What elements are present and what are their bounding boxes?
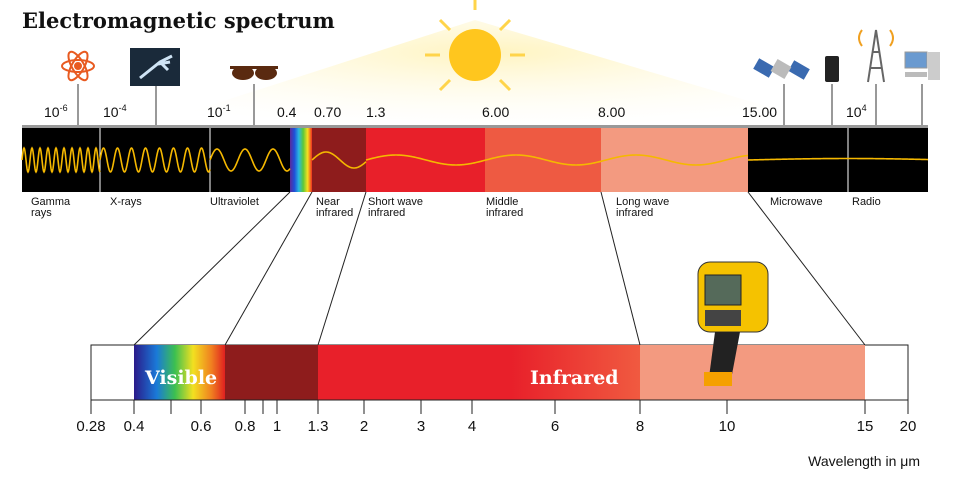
scale-base: 10 xyxy=(44,104,60,120)
scale-exponent: 4 xyxy=(862,103,867,113)
band-label: Radio xyxy=(852,196,881,208)
tick-label: 0.8 xyxy=(235,418,256,435)
tick-label: 10 xyxy=(719,418,736,435)
zoom-lines xyxy=(133,191,866,346)
tick-label: 1.3 xyxy=(308,418,329,435)
scale-label: 15.00 xyxy=(742,104,777,120)
band-label: Near infrared xyxy=(316,196,353,219)
tick-label: 3 xyxy=(417,418,425,435)
xray-icon xyxy=(130,48,180,86)
tick-label: 6 xyxy=(551,418,559,435)
wave xyxy=(21,146,929,174)
zoom-bar xyxy=(90,344,909,401)
band-label: Ultraviolet xyxy=(210,196,259,208)
tick-label: 0.4 xyxy=(124,418,145,435)
tick-label: 15 xyxy=(857,418,874,435)
tick-label: 0.6 xyxy=(191,418,212,435)
title: Electromagnetic spectrum xyxy=(22,8,335,33)
tick-label: 4 xyxy=(468,418,476,435)
tower-icon xyxy=(858,29,894,83)
infrared-label: Infrared xyxy=(530,367,619,389)
scale-label: 1.3 xyxy=(366,104,386,120)
tick-label: 2 xyxy=(360,418,368,435)
band-label: X-rays xyxy=(110,196,142,208)
scale-label: 8.00 xyxy=(598,104,625,120)
band-label: Middle infrared xyxy=(486,196,523,219)
scale-exponent: -4 xyxy=(119,103,127,113)
band-label: Short wave infrared xyxy=(368,196,423,219)
scale-label: 10-6 xyxy=(44,103,68,120)
scale-label: 0.70 xyxy=(314,104,341,120)
tick-label: 0.28 xyxy=(76,418,105,435)
sunglasses-icon xyxy=(230,66,278,80)
scale-base: 10 xyxy=(207,104,223,120)
satellite-icon xyxy=(753,58,810,80)
scale-exponent: -6 xyxy=(60,103,68,113)
visible-label: Visible xyxy=(144,367,217,389)
tick-label: 20 xyxy=(900,418,917,435)
thermal-camera xyxy=(697,261,769,386)
scale-bar xyxy=(22,125,928,128)
scale-label: 10-1 xyxy=(207,103,231,120)
band-label: Microwave xyxy=(770,196,823,208)
tick-label: 1 xyxy=(273,418,281,435)
tick-label: 8 xyxy=(636,418,644,435)
scale-exponent: -1 xyxy=(223,103,231,113)
band-label: Long wave infrared xyxy=(616,196,669,219)
atom-icon xyxy=(61,50,95,82)
scale-base: 10 xyxy=(846,104,862,120)
axis-label: Wavelength in μm xyxy=(808,453,920,469)
scale-label: 104 xyxy=(846,103,867,120)
band-label: Gamma rays xyxy=(31,196,71,219)
sun xyxy=(425,0,525,92)
computer-icon xyxy=(904,51,940,80)
scale-label: 10-4 xyxy=(103,103,127,120)
scale-base: 10 xyxy=(103,104,119,120)
band-strip xyxy=(22,128,928,192)
scale-label: 0.4 xyxy=(277,104,297,120)
scale-label: 6.00 xyxy=(482,104,509,120)
phone-icon xyxy=(825,56,839,82)
